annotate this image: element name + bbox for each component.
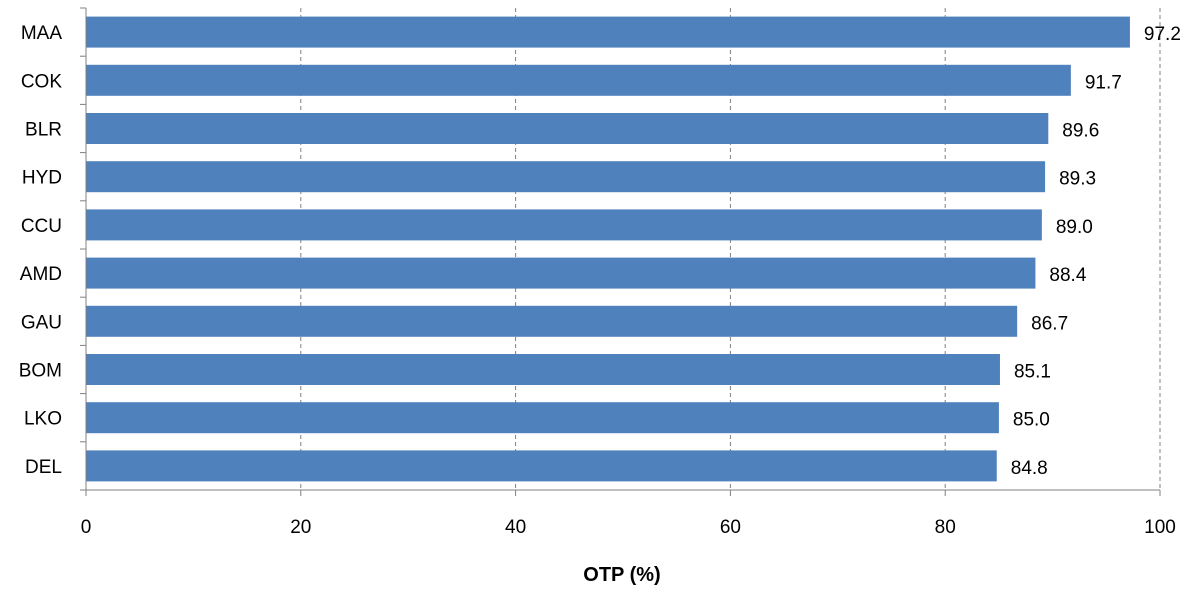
bar-ccu xyxy=(86,209,1042,241)
bar-del xyxy=(86,450,997,482)
data-label-cok: 91.7 xyxy=(1085,72,1122,93)
labels: MAA 97.2 COK 91.7 BLR 89.6 HYD 89.3 CCU 89.0 AMD 88… xyxy=(19,23,1181,538)
category-label-cok: COK xyxy=(21,71,63,92)
data-label-gau: 86.7 xyxy=(1031,313,1068,334)
data-label-lko: 85.0 xyxy=(1013,410,1050,431)
bars xyxy=(86,16,1130,482)
bar-maa xyxy=(86,16,1130,48)
x-tick-label-20: 20 xyxy=(290,517,311,538)
x-tick-label-40: 40 xyxy=(505,517,526,538)
bar-cok xyxy=(86,64,1071,96)
data-label-amd: 88.4 xyxy=(1049,265,1086,286)
bar-blr xyxy=(86,113,1049,144)
x-tick-label-0: 0 xyxy=(81,517,92,538)
bar-lko xyxy=(86,402,999,434)
data-label-hyd: 89.3 xyxy=(1059,169,1096,190)
x-tick-label-60: 60 xyxy=(720,517,741,538)
data-label-bom: 85.1 xyxy=(1014,362,1051,383)
x-tick-label-100: 100 xyxy=(1144,517,1176,538)
category-label-hyd: HYD xyxy=(22,168,62,189)
data-label-ccu: 89.0 xyxy=(1056,217,1093,238)
bar-gau xyxy=(86,305,1018,337)
data-label-blr: 89.6 xyxy=(1062,121,1099,142)
data-label-del: 84.8 xyxy=(1011,458,1048,479)
category-label-lko: LKO xyxy=(24,409,62,430)
category-label-amd: AMD xyxy=(20,264,62,285)
bar-hyd xyxy=(86,161,1046,193)
bar-amd xyxy=(86,257,1036,289)
category-label-ccu: CCU xyxy=(21,216,62,237)
category-label-del: DEL xyxy=(25,457,62,478)
category-label-blr: BLR xyxy=(25,120,62,141)
x-axis-title: OTP (%) xyxy=(583,564,660,586)
category-label-maa: MAA xyxy=(21,23,63,44)
axes xyxy=(80,7,1161,496)
data-label-maa: 97.2 xyxy=(1144,24,1181,45)
bar-bom xyxy=(86,354,1000,385)
category-label-bom: BOM xyxy=(19,361,62,382)
category-label-gau: GAU xyxy=(21,312,62,333)
x-tick-label-80: 80 xyxy=(935,517,956,538)
